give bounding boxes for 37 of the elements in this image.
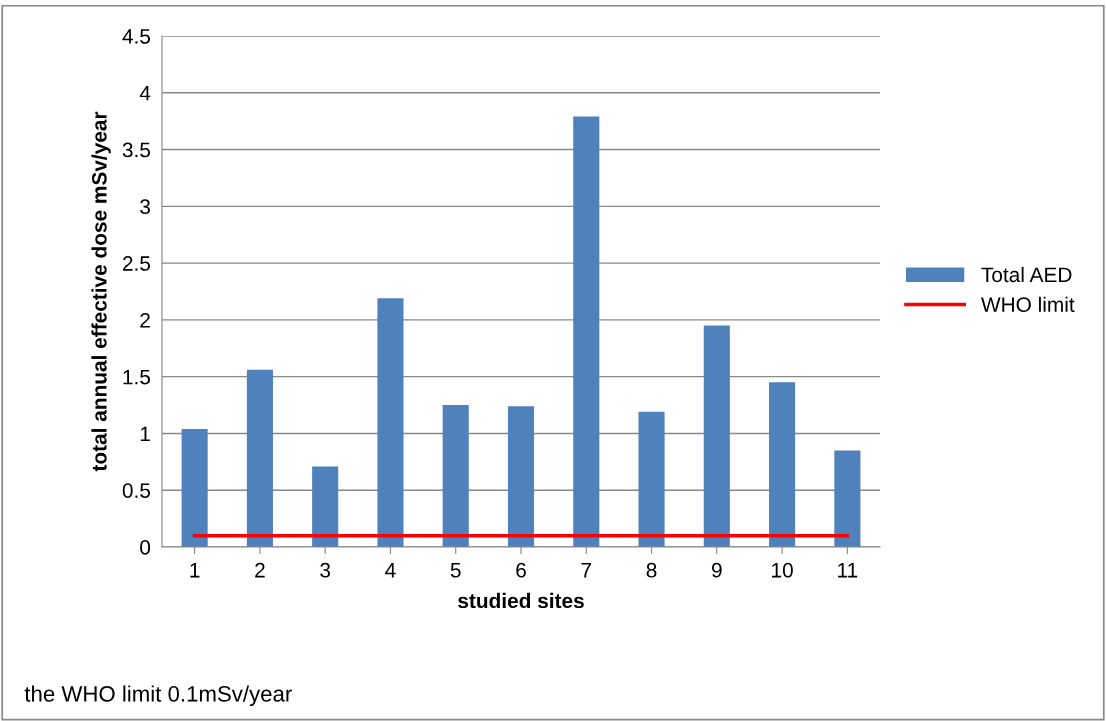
y-tick-label: 1: [140, 426, 150, 441]
bar: [246, 369, 273, 547]
x-tick-label: 6: [516, 562, 526, 578]
bar: [312, 466, 339, 547]
x-tick-label: 5: [450, 563, 461, 578]
bar: [638, 411, 665, 547]
bar: [703, 325, 730, 547]
bar: [507, 406, 535, 547]
y-axis-title: total annual effective dose mSv/year: [91, 111, 111, 472]
y-tick-label: 1.5: [123, 369, 151, 385]
y-tick-label: 0: [140, 540, 151, 555]
y-tick-label: 4.5: [122, 29, 151, 44]
bar: [769, 382, 796, 547]
y-tick-label: 0.5: [122, 483, 151, 498]
y-tick-label: 2: [140, 312, 150, 328]
x-tick-label: 2: [255, 562, 265, 578]
bar: [573, 116, 600, 547]
bar: [181, 428, 208, 547]
x-tick-label: 11: [838, 563, 858, 578]
text: the WHO limit 0.1mSv/year: [24, 685, 292, 707]
x-tick-label: 10: [772, 562, 793, 578]
x-tick-label: 3: [320, 562, 331, 578]
legend-label: WHO limit: [981, 296, 1075, 313]
x-tick-label: 8: [646, 562, 657, 578]
x-axis-title: studied sites: [458, 592, 584, 609]
x-tick-label: 7: [581, 563, 592, 578]
bar: [442, 405, 469, 547]
x-tick-label: 1: [190, 563, 200, 578]
x-tick-label: 4: [385, 563, 396, 578]
legend-label: Total AED: [981, 266, 1072, 283]
bar: [834, 450, 861, 547]
x-tick-label: 9: [712, 562, 722, 578]
y-tick-label: 2.5: [122, 256, 151, 271]
y-tick-label: 4: [139, 85, 151, 101]
y-tick-label: 3.5: [122, 142, 151, 158]
bar: [377, 298, 404, 547]
y-tick-label: 3: [140, 199, 150, 215]
